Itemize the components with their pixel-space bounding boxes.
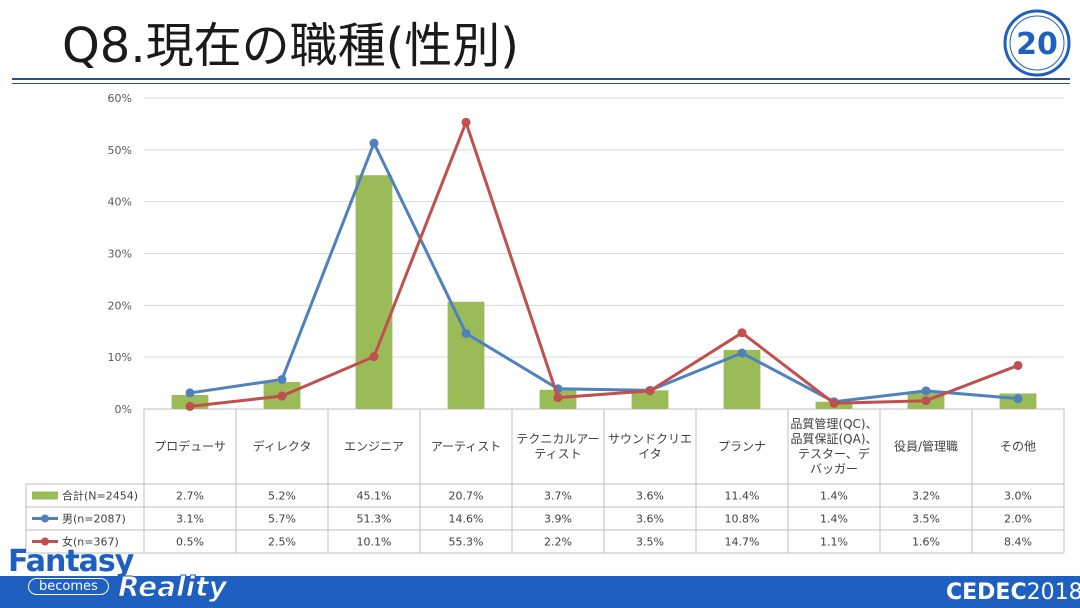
- category-label: プロデューサ: [154, 439, 226, 454]
- bar-total: [355, 175, 393, 409]
- table-value: 55.3%: [449, 536, 484, 549]
- table-value: 3.5%: [636, 536, 664, 549]
- brand-logo-becomes: becomes: [28, 578, 109, 595]
- brand-logo-reality: Reality: [118, 570, 228, 604]
- title-divider-thin: [12, 83, 1070, 84]
- category-label: バッガー: [810, 462, 858, 476]
- legend-label: 女(n=367): [62, 535, 119, 549]
- table-value: 14.7%: [725, 536, 760, 549]
- anniversary-badge-logo: 20: [1003, 9, 1071, 77]
- y-tick-label: 10%: [108, 351, 132, 364]
- table-value: 51.3%: [357, 513, 392, 526]
- table-value: 2.5%: [268, 536, 296, 549]
- job-type-by-gender-chart: 0% 10% 20% 30% 40% 50% 60% プロデューサ ディレクタ エンジニア アーテ…: [25, 92, 1065, 554]
- table-value: 45.1%: [357, 490, 392, 503]
- table-value: 1.1%: [820, 536, 848, 549]
- table-value: 3.0%: [1004, 490, 1032, 503]
- legend-swatch-total: [32, 491, 58, 500]
- point-male: [1013, 394, 1023, 404]
- bar-total: [447, 301, 485, 409]
- anniversary-badge-number: 20: [1016, 27, 1058, 62]
- y-tick-label: 40%: [108, 196, 132, 209]
- table-value: 0.5%: [176, 536, 204, 549]
- title-divider: [12, 78, 1070, 80]
- cedec-footer-logo-text: CEDEC: [946, 580, 1027, 605]
- table-value: 14.6%: [449, 513, 484, 526]
- legend-label: 男(n=2087): [62, 513, 126, 526]
- table-value: 1.4%: [820, 513, 848, 526]
- y-tick-label: 30%: [108, 248, 132, 261]
- table-value: 3.2%: [912, 490, 940, 503]
- legend-swatch-marker: [41, 514, 49, 523]
- legend-swatch-marker: [41, 537, 49, 546]
- table-value: 3.6%: [636, 490, 664, 503]
- table-value: 8.4%: [1004, 536, 1032, 549]
- table-value: 2.7%: [176, 490, 204, 503]
- point-female: [645, 386, 655, 396]
- table-value: 11.4%: [725, 490, 760, 503]
- table-value: 10.8%: [725, 513, 760, 526]
- y-axis-ticks: 0% 10% 20% 30% 40% 50% 60%: [108, 92, 132, 416]
- line-male: [189, 141, 1019, 404]
- category-label: 品質管理(QC)、: [790, 416, 877, 431]
- point-male: [277, 374, 287, 384]
- table-value: 2.0%: [1004, 513, 1032, 526]
- category-label: エンジニア: [344, 440, 404, 454]
- point-male: [461, 328, 471, 338]
- table-value: 3.1%: [176, 513, 204, 526]
- bar-total: [631, 390, 669, 409]
- line-female: [189, 120, 1019, 408]
- point-female: [553, 393, 563, 403]
- cedec-footer-year: 2018: [1026, 580, 1080, 605]
- y-tick-label: 20%: [108, 299, 132, 312]
- point-female: [737, 328, 747, 338]
- point-female: [461, 117, 471, 127]
- table-value: 3.6%: [636, 513, 664, 526]
- legend-label: 合計(N=2454): [62, 489, 138, 503]
- table-value: 3.7%: [544, 490, 572, 503]
- total-bars: [171, 175, 1037, 409]
- point-female: [369, 352, 379, 362]
- point-male: [737, 348, 747, 358]
- table-value: 3.5%: [912, 513, 940, 526]
- point-female: [921, 396, 931, 406]
- point-female: [829, 398, 839, 408]
- point-male: [369, 138, 379, 148]
- category-label: アーティスト: [431, 440, 502, 454]
- gridlines: [144, 97, 1064, 410]
- table-value: 1.6%: [912, 536, 940, 549]
- category-label: 品質保証(QA)、: [790, 431, 877, 446]
- table-value: 5.2%: [268, 490, 296, 503]
- table-value: 20.7%: [449, 490, 484, 503]
- table-value: 5.7%: [268, 513, 296, 526]
- y-tick-label: 60%: [108, 92, 132, 105]
- y-tick-label: 0%: [115, 403, 132, 416]
- point-male: [921, 386, 931, 396]
- point-male: [185, 388, 195, 398]
- category-label: プランナ: [718, 440, 766, 454]
- table-value: 1.4%: [820, 490, 848, 503]
- table-value: 2.2%: [544, 536, 572, 549]
- category-label: サウンドクリエ: [608, 432, 692, 446]
- point-female: [1013, 360, 1023, 370]
- category-label: ティスト: [534, 447, 581, 461]
- category-label: テクニカルアー: [516, 432, 599, 446]
- slide-title: Q8.現在の職種(性別): [62, 18, 520, 74]
- brand-logo-fantasy: Fantasy: [8, 544, 134, 579]
- y-tick-label: 50%: [108, 144, 132, 157]
- category-label: その他: [1000, 440, 1036, 454]
- gender-lines: [185, 117, 1023, 411]
- point-female: [185, 401, 195, 411]
- footer-bar: [0, 576, 1080, 608]
- category-label: テスター、デ: [798, 446, 870, 461]
- category-label: 役員/管理職: [894, 439, 958, 454]
- category-label: ディレクタ: [253, 439, 312, 454]
- point-female: [277, 391, 287, 401]
- table-value: 3.9%: [544, 513, 572, 526]
- cedec-footer-logo: CEDEC2018: [946, 580, 1080, 605]
- table-value: 10.1%: [357, 536, 392, 549]
- category-label: イタ: [638, 447, 662, 461]
